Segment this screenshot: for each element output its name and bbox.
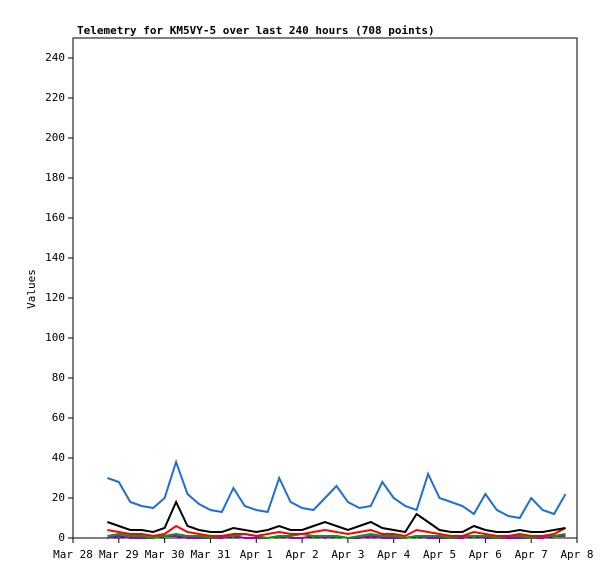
x-tick-label: Mar 30 <box>145 548 185 561</box>
series-line <box>107 524 566 538</box>
x-tick-label: Apr 8 <box>560 548 593 561</box>
y-tick-label: 20 <box>52 491 65 504</box>
y-tick-label: 0 <box>58 531 65 544</box>
series-line <box>107 499 566 534</box>
y-tick-label: 80 <box>52 371 65 384</box>
x-tick-label: Apr 4 <box>377 548 410 561</box>
x-tick-label: Apr 1 <box>240 548 273 561</box>
y-tick-label: 160 <box>45 211 65 224</box>
y-axis-label: Values <box>25 269 38 309</box>
y-tick-label: 120 <box>45 291 65 304</box>
x-tick-label: Apr 5 <box>423 548 456 561</box>
series-line <box>107 532 566 540</box>
x-tick-label: Apr 2 <box>286 548 319 561</box>
x-tick-label: Apr 6 <box>469 548 502 561</box>
x-tick-label: Mar 28 <box>53 548 93 561</box>
series-line <box>107 458 567 520</box>
y-tick-label: 220 <box>45 91 65 104</box>
y-tick-label: 60 <box>52 411 65 424</box>
y-tick-label: 100 <box>45 331 65 344</box>
y-tick-label: 40 <box>52 451 65 464</box>
x-tick-label: Mar 29 <box>99 548 139 561</box>
x-tick-label: Apr 3 <box>331 548 364 561</box>
chart-title: Telemetry for KM5VY-5 over last 240 hour… <box>77 24 435 37</box>
x-tick-label: Apr 7 <box>515 548 548 561</box>
plot-frame <box>72 37 578 539</box>
y-tick-label: 240 <box>45 51 65 64</box>
y-tick-label: 140 <box>45 251 65 264</box>
y-tick-label: 200 <box>45 131 65 144</box>
y-tick-label: 180 <box>45 171 65 184</box>
x-tick-label: Mar 31 <box>191 548 231 561</box>
